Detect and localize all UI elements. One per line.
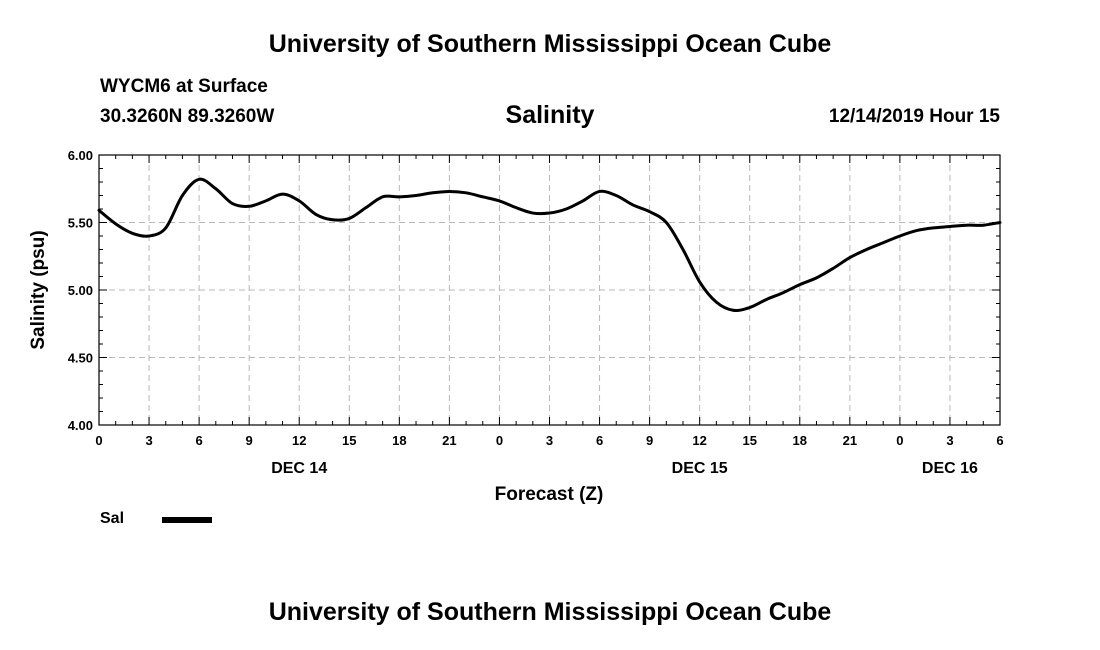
x-tick-label: 6 xyxy=(195,433,202,448)
date-label: DEC 15 xyxy=(672,460,728,477)
x-tick-label: 3 xyxy=(946,433,953,448)
date-label: DEC 14 xyxy=(271,460,327,477)
coordinates-label: 30.3260N 89.3260W xyxy=(100,106,275,127)
x-tick-label: 12 xyxy=(692,433,706,448)
x-tick-label: 12 xyxy=(292,433,306,448)
y-axis-title: Salinity (psu) xyxy=(28,230,49,349)
series-layer xyxy=(97,177,1002,312)
station-label: WYCM6 at Surface xyxy=(100,76,268,97)
x-tick-label: 21 xyxy=(843,433,857,448)
x-tick-label: 6 xyxy=(996,433,1003,448)
x-tick-label: 18 xyxy=(793,433,807,448)
legend-label: Sal xyxy=(100,510,125,527)
date-label: DEC 16 xyxy=(922,460,978,477)
x-tick-label: 18 xyxy=(392,433,406,448)
y-tick-label: 5.00 xyxy=(68,283,93,298)
footer-title: University of Southern Mississippi Ocean… xyxy=(268,598,832,626)
x-tick-label: 15 xyxy=(342,433,356,448)
datetime-label: 12/14/2019 Hour 15 xyxy=(828,106,1000,127)
label-layer: 0 3 6 9 12 15 18 21 0 3 6 9 12 15 18 21 0 3 6 4.00 4.50 5.00 5… xyxy=(68,148,1004,477)
x-tick-label: 0 xyxy=(896,433,903,448)
x-tick-label: 15 xyxy=(742,433,756,448)
x-axis-title: Forecast (Z) xyxy=(495,484,604,505)
y-tick-label: 4.00 xyxy=(68,418,93,433)
x-tick-label: 9 xyxy=(646,433,653,448)
x-tick-label: 6 xyxy=(596,433,603,448)
y-tick-label: 4.50 xyxy=(68,351,93,366)
x-tick-label: 3 xyxy=(546,433,553,448)
institution-title: University of Southern Mississippi Ocean… xyxy=(268,30,832,58)
chart-title: Salinity xyxy=(505,101,595,129)
grid-layer xyxy=(99,155,1000,425)
x-tick-label: 0 xyxy=(95,433,102,448)
x-tick-label: 3 xyxy=(145,433,152,448)
x-tick-label: 21 xyxy=(442,433,456,448)
x-tick-label: 0 xyxy=(496,433,503,448)
series-line-sal xyxy=(97,177,1002,312)
x-tick-label: 9 xyxy=(246,433,253,448)
legend-swatch xyxy=(162,517,212,523)
tick-layer xyxy=(98,154,1001,426)
y-tick-label: 5.50 xyxy=(68,216,93,231)
y-tick-label: 6.00 xyxy=(68,148,93,163)
